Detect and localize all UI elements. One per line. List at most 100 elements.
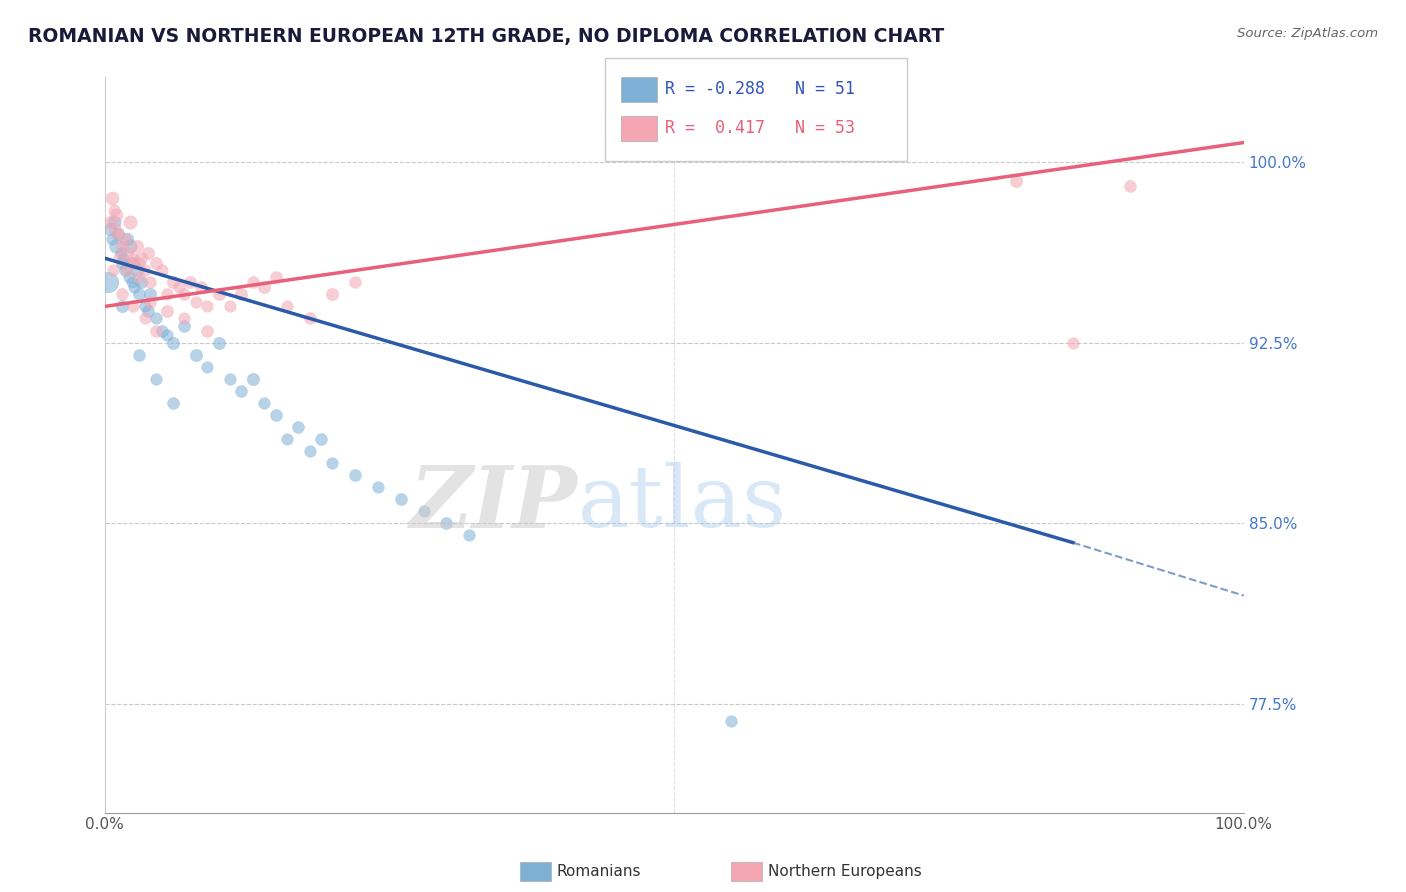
Point [367,480,389,494]
Point [122,256,145,270]
Text: ZIP: ZIP [409,462,578,546]
Point [122,256,145,270]
Point [190,280,212,294]
Point [344,468,367,483]
Point [125,263,148,277]
Point [136,304,159,318]
Point [118,239,141,253]
Point [298,444,321,458]
Point [111,239,134,253]
Point [134,263,156,277]
Point [111,251,134,265]
Point [122,251,145,265]
Point [173,287,195,301]
Point [1005,174,1028,188]
Point [134,311,156,326]
Point [111,287,134,301]
Point [150,263,173,277]
Text: Source: ZipAtlas.com: Source: ZipAtlas.com [1237,27,1378,40]
Point [107,227,129,241]
Point [124,280,146,294]
Point [184,294,207,309]
Point [162,275,184,289]
Point [156,287,179,301]
Point [118,215,141,229]
Point [129,275,152,289]
Point [150,324,173,338]
Point [117,263,139,277]
Point [121,275,143,289]
Point [110,246,132,260]
Point [207,335,229,350]
Point [156,304,179,318]
Point [114,232,136,246]
Point [97,275,120,289]
Point [162,335,184,350]
Point [276,300,298,314]
Point [321,287,343,301]
Point [105,208,128,222]
Text: R = -0.288   N = 51: R = -0.288 N = 51 [665,80,855,98]
Point [173,318,195,333]
Point [195,300,218,314]
Text: atlas: atlas [578,462,786,545]
Point [264,408,287,422]
Point [242,275,264,289]
Point [219,300,242,314]
Point [125,239,148,253]
Point [156,328,179,343]
Text: Northern Europeans: Northern Europeans [768,864,921,879]
Point [1062,335,1084,350]
Point [129,251,152,265]
Point [139,287,162,301]
Point [100,191,122,205]
Point [114,263,136,277]
Point [98,222,121,236]
Point [117,232,139,246]
Point [122,300,145,314]
Point [264,270,287,285]
Point [134,300,156,314]
Point [276,432,298,446]
Point [103,215,125,229]
Point [101,263,124,277]
Text: Romanians: Romanians [557,864,641,879]
Point [173,311,195,326]
Text: R =  0.417   N = 53: R = 0.417 N = 53 [665,120,855,137]
Point [436,516,458,531]
Point [231,384,253,398]
Point [184,348,207,362]
Point [412,504,434,518]
Point [145,311,167,326]
Point [195,324,218,338]
Point [1119,178,1142,193]
Point [139,275,162,289]
Text: ROMANIAN VS NORTHERN EUROPEAN 12TH GRADE, NO DIPLOMA CORRELATION CHART: ROMANIAN VS NORTHERN EUROPEAN 12TH GRADE… [28,27,945,45]
Point [117,270,139,285]
Point [253,280,276,294]
Point [145,372,167,386]
Point [145,256,167,270]
Point [298,311,321,326]
Point [128,348,150,362]
Point [287,420,309,434]
Point [231,287,253,301]
Point [219,372,242,386]
Point [167,280,190,294]
Point [105,239,128,253]
Point [128,270,150,285]
Point [108,251,131,265]
Point [162,396,184,410]
Point [100,232,122,246]
Point [107,227,129,241]
Point [344,275,367,289]
Point [207,287,229,301]
Point [389,492,412,507]
Point [104,222,127,236]
Point [309,432,332,446]
Point [98,215,121,229]
Point [458,528,481,542]
Point [103,202,125,217]
Point [195,359,218,374]
Point [720,714,742,728]
